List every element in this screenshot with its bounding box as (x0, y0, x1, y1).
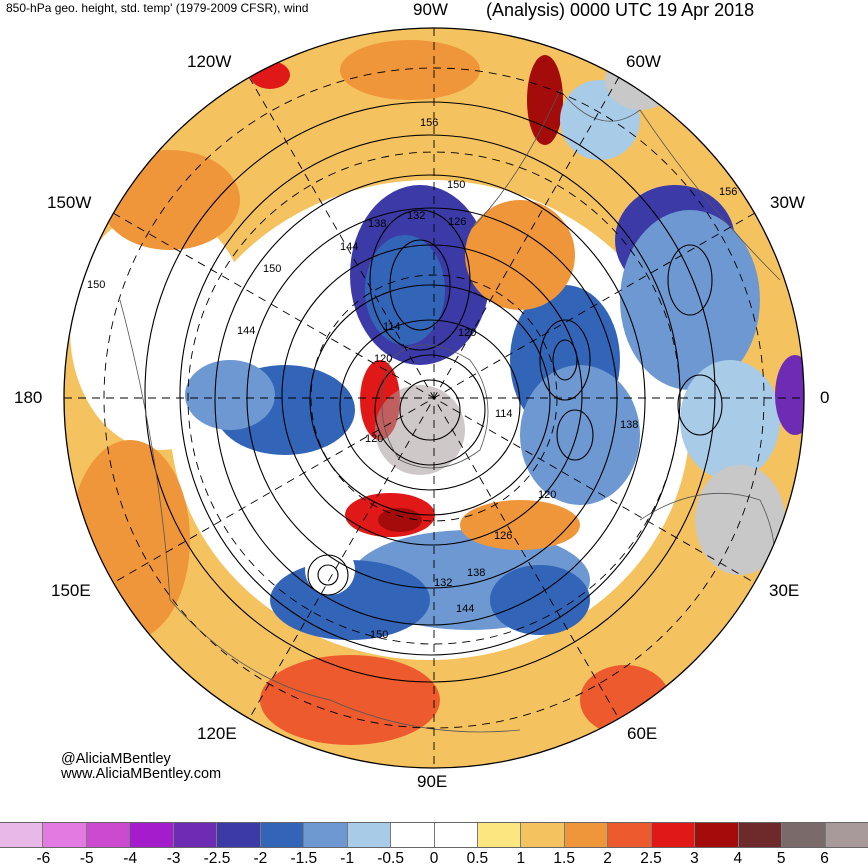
lon-label-120w: 120W (187, 52, 232, 71)
height-contours (144, 101, 723, 683)
contour-label: 138 (620, 419, 638, 431)
colorbar-tick-label: -2.5 (203, 850, 231, 867)
lon-label-0: 0 (820, 388, 830, 407)
lon-label-120e: 120E (197, 724, 237, 743)
contour-label: 120 (374, 353, 392, 365)
author-website: www.AliciaMBentley.com (61, 766, 222, 782)
colorbar-tick-label: -5 (79, 850, 94, 867)
contour-label: 114 (495, 408, 513, 420)
colorbar-tick-label: 0.5 (466, 850, 489, 867)
graticule (64, 28, 804, 768)
author-credit: @AliciaMBentley (61, 751, 171, 767)
contour-label: 132 (434, 577, 452, 589)
colorbar-swatch (695, 822, 739, 848)
contour-label: 126 (494, 530, 512, 542)
colorbar-swatch (738, 822, 783, 848)
colorbar-swatch (825, 822, 868, 848)
contour-label: 150 (263, 263, 281, 275)
lon-label-180: 180 (14, 388, 43, 407)
contour-label: 120 (538, 489, 556, 501)
contour-label: 138 (368, 218, 386, 230)
colorbar-tick-label: 2 (603, 850, 612, 867)
lon-label-90w: 90W (413, 0, 448, 19)
colorbar-swatch (608, 822, 652, 848)
colorbar-tick-label: -3 (166, 850, 181, 867)
colorbar-swatch (217, 822, 261, 848)
contour-label: 144 (456, 603, 474, 615)
lon-label-30w: 30W (770, 193, 805, 212)
colorbar-tick-label: -4 (123, 850, 138, 867)
colorbar (0, 822, 868, 848)
contour-label: 120 (365, 433, 383, 445)
colorbar-swatch (564, 822, 609, 848)
contour-label: 120 (458, 327, 476, 339)
colorbar-tick-label: 1.5 (553, 850, 575, 867)
colorbar-swatch (130, 822, 174, 848)
colorbar-tick-label: 1 (516, 850, 526, 867)
colorbar-tick-label: 3 (690, 850, 699, 867)
colorbar-tick-label: -0.5 (377, 850, 404, 867)
colorbar-tick-label: 2.5 (640, 850, 662, 867)
contour-label: 150 (370, 629, 388, 641)
chart-title: 850-hPa geo. height, std. temp' (1979-20… (6, 1, 309, 15)
colorbar-tick-label: -2 (253, 850, 268, 867)
colorbar-swatch (391, 822, 435, 848)
colorbar-swatch (434, 822, 478, 848)
colorbar-swatch (260, 822, 305, 848)
colorbar-tick-label: 4 (733, 850, 743, 867)
colorbar-tick-label: 0 (429, 850, 439, 867)
colorbar-tick-label: -1 (340, 850, 355, 867)
contour-label: 144 (237, 325, 255, 337)
contour-label: 156 (719, 186, 737, 198)
contour-label: 144 (340, 241, 358, 253)
analysis-time: (Analysis) 0000 UTC 19 Apr 2018 (486, 0, 755, 20)
contour-label: 132 (407, 210, 425, 222)
contour-label: 156 (420, 117, 438, 129)
polar-map: 156 150 126 132 138 144 150 144 120 114 … (63, 27, 805, 769)
colorbar-swatch (43, 822, 87, 848)
colorbar-swatch (782, 822, 826, 848)
contour-label: 150 (447, 179, 465, 191)
colorbar-tick-label: 6 (820, 850, 829, 867)
contour-label: 150 (87, 279, 105, 291)
lon-label-150e: 150E (51, 581, 91, 600)
contour-label: 114 (383, 321, 401, 333)
colorbar-swatch (651, 822, 696, 848)
lon-label-150w: 150W (47, 193, 92, 212)
lon-label-60e: 60E (627, 724, 658, 743)
colorbar-tick-label: -6 (36, 850, 51, 867)
contour-label: 138 (467, 567, 485, 579)
colorbar-swatch (0, 822, 44, 848)
colorbar-swatch (477, 822, 522, 848)
colorbar-swatch (521, 822, 565, 848)
lon-label-60w: 60W (626, 52, 661, 71)
colorbar-swatch (173, 822, 218, 848)
lon-label-90e: 90E (417, 772, 448, 791)
colorbar-tick-label: -1.5 (290, 850, 318, 867)
colorbar-ticks: -6 -5 -4 -3 -2.5 -2 -1.5 -1 -0.5 0 0.5 1… (0, 850, 868, 867)
lon-label-30e: 30E (769, 581, 800, 600)
colorbar-swatch (86, 822, 131, 848)
colorbar-tick-label: 5 (776, 850, 786, 867)
colorbar-swatch (304, 822, 348, 848)
contour-label: 126 (448, 216, 466, 228)
colorbar-swatch (347, 822, 392, 848)
